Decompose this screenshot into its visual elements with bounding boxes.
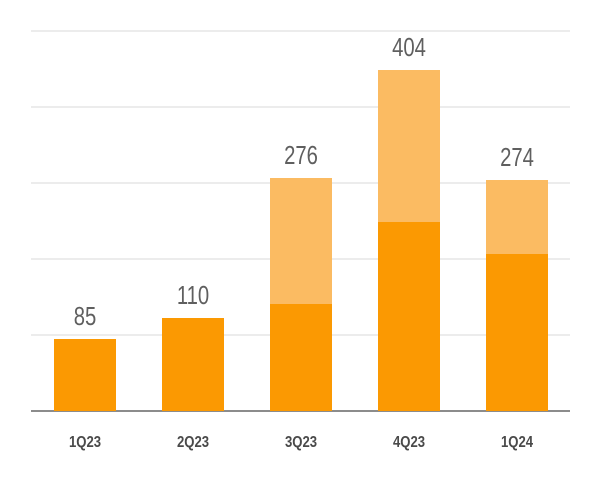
value-label: 85	[73, 301, 97, 332]
bar-segment-additional	[486, 179, 548, 254]
value-label: 110	[176, 280, 210, 311]
value-label: 276	[284, 140, 318, 171]
category-label: 1Q24	[500, 434, 534, 451]
bar-segment-base	[162, 318, 224, 411]
bar-segment-base	[270, 303, 332, 411]
category-label: 1Q23	[68, 434, 102, 451]
category-label: 4Q23	[392, 434, 426, 451]
bar-2q23	[162, 318, 224, 411]
gridline	[31, 106, 570, 109]
gridline	[31, 30, 570, 33]
value-label: 404	[392, 32, 426, 62]
bar-1q23	[54, 339, 116, 411]
category-label: 3Q23	[284, 434, 318, 451]
bar-segment-additional	[270, 178, 332, 304]
bar-segment-additional	[378, 70, 440, 222]
bar-4q23	[378, 70, 440, 411]
bar-segment-base	[54, 339, 116, 411]
bar-3q23	[270, 178, 332, 411]
x-axis-line	[31, 410, 570, 412]
bar-segment-base	[486, 254, 548, 411]
category-label: 2Q23	[176, 434, 210, 451]
bar-segment-base	[378, 221, 440, 411]
value-label: 274	[500, 141, 534, 172]
bar-1q24	[486, 179, 548, 411]
